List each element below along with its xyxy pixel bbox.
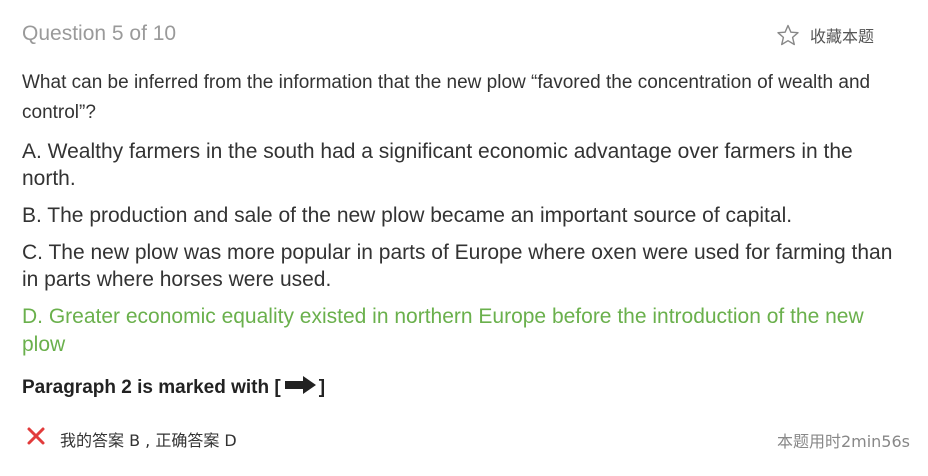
question-stem: What can be inferred from the informatio… — [22, 72, 871, 123]
paragraph-note-prefix: Paragraph 2 is marked with [ — [22, 377, 281, 398]
time-spent: 本题用时2min56s — [776, 432, 910, 451]
question-counter: Question 5 of 10 — [22, 22, 177, 45]
answer-result: 我的答案 B , 正确答案 D — [26, 426, 237, 451]
star-outline-icon — [776, 24, 800, 47]
option-b[interactable]: B. The production and sale of the new pl… — [22, 204, 793, 227]
answer-result-text: 我的答案 B , 正确答案 D — [60, 430, 237, 450]
right-arrow-icon — [283, 376, 317, 400]
option-a[interactable]: A. Wealthy farmers in the south had a si… — [22, 140, 853, 190]
paragraph-note: Paragraph 2 is marked with [ ] — [22, 376, 325, 400]
red-x-icon — [26, 426, 46, 451]
option-d-correct[interactable]: D. Greater economic equality existed in … — [22, 305, 864, 356]
paragraph-note-suffix: ] — [318, 377, 326, 398]
option-c[interactable]: C. The new plow was more popular in part… — [22, 241, 893, 291]
favorite-button[interactable]: 收藏本题 — [776, 23, 874, 47]
favorite-label: 收藏本题 — [810, 27, 875, 46]
question-header: Question 5 of 10 收藏本题 — [22, 20, 912, 52]
answer-options: A. Wealthy farmers in the south had a si… — [22, 138, 912, 369]
